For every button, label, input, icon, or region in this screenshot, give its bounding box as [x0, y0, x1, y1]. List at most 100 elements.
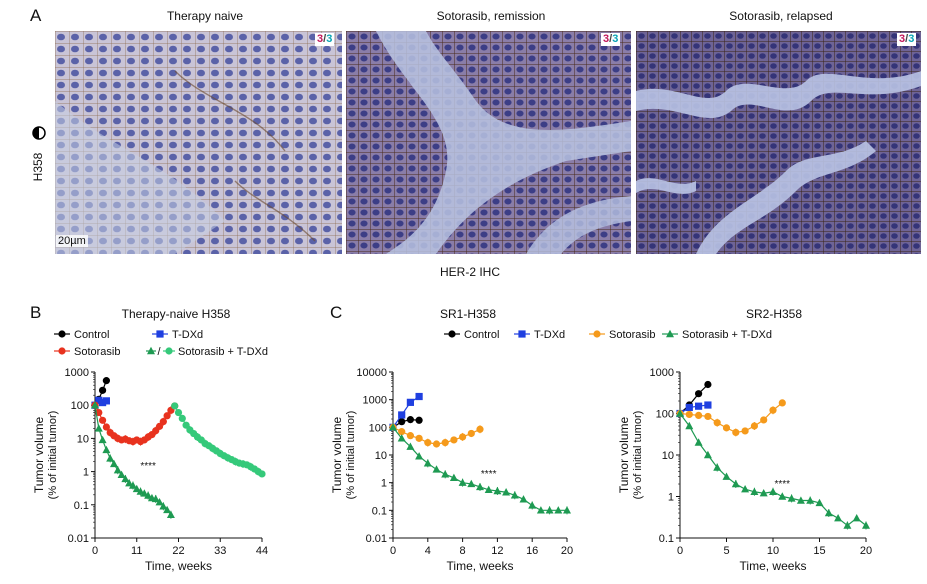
- legend-label: T-DXd: [534, 329, 565, 341]
- y-tick-label: 0.1: [74, 500, 89, 512]
- data-point: [787, 494, 796, 502]
- data-point: [98, 435, 107, 444]
- data-point: [843, 521, 852, 529]
- legend-marker: [147, 346, 155, 355]
- data-point: [159, 502, 168, 510]
- image-title-3: Sotorasib, relapsed: [729, 9, 833, 23]
- data-point: [406, 398, 414, 406]
- x-tick-label: 5: [723, 545, 729, 557]
- x-axis-label: Time, weeks: [447, 559, 514, 573]
- data-point: [415, 452, 424, 460]
- data-point: [467, 429, 475, 438]
- data-point: [98, 398, 107, 407]
- data-point: [731, 479, 740, 488]
- data-point: [109, 459, 118, 468]
- y-axis-label: Tumor volume: [330, 417, 344, 494]
- y-tick-label: 100: [71, 400, 89, 412]
- data-point: [741, 484, 750, 493]
- data-point: [423, 459, 432, 467]
- data-point: [815, 498, 824, 507]
- data-point: [406, 442, 415, 450]
- data-point: [704, 380, 712, 389]
- x-tick-label: 20: [860, 545, 872, 557]
- data-point: [132, 484, 141, 493]
- legend-marker: [58, 347, 66, 355]
- x-tick-label: 22: [172, 545, 184, 557]
- data-point: [159, 418, 167, 426]
- data-point: [449, 473, 458, 481]
- data-point: [695, 402, 703, 410]
- data-point: [769, 406, 777, 414]
- data-point: [852, 513, 861, 522]
- data-point: [125, 478, 134, 487]
- row-label-group: H358: [28, 122, 50, 192]
- x-tick-label: 44: [256, 545, 268, 557]
- ihc-score-2: 3/3: [601, 33, 621, 46]
- data-point: [713, 463, 722, 471]
- data-point: [178, 414, 186, 423]
- data-point: [476, 482, 484, 491]
- data-point: [102, 423, 110, 431]
- data-point: [536, 506, 545, 514]
- x-tick-label: 8: [460, 545, 466, 557]
- scale-bar-label: 20µm: [56, 235, 88, 247]
- y-axis-label: Tumor volume: [32, 417, 46, 494]
- data-point: [450, 436, 458, 444]
- x-tick-label: 20: [561, 545, 573, 557]
- data-point: [415, 416, 423, 424]
- data-point: [796, 496, 805, 504]
- data-point: [484, 485, 493, 494]
- y-tick-label: 10: [375, 450, 387, 462]
- x-tick-label: 11: [131, 545, 142, 557]
- data-point: [834, 513, 843, 522]
- y-tick-label: 0.1: [659, 533, 674, 545]
- x-tick-label: 0: [390, 545, 396, 557]
- data-point: [685, 403, 693, 412]
- y-axis-label: Tumor volume: [617, 417, 631, 494]
- data-point: [458, 478, 467, 486]
- data-point: [732, 428, 740, 437]
- data-point: [862, 521, 870, 529]
- legend-label: Control: [74, 329, 109, 341]
- series-line: [679, 413, 867, 527]
- significance-label: ****: [481, 469, 497, 480]
- data-point: [685, 421, 694, 430]
- data-point: [106, 454, 115, 462]
- y-tick-label: 1000: [65, 367, 89, 379]
- ihc-caption: HER-2 IHC: [440, 265, 501, 279]
- data-point: [415, 434, 423, 442]
- data-point: [94, 424, 103, 432]
- data-point: [806, 496, 815, 504]
- data-point: [113, 466, 122, 474]
- data-point: [467, 479, 476, 488]
- data-point: [563, 506, 571, 514]
- data-point: [528, 501, 537, 509]
- data-point: [166, 510, 175, 518]
- y-axis-label-2: (% of initial tumor): [345, 411, 357, 500]
- data-point: [102, 377, 110, 385]
- x-tick-label: 15: [813, 545, 825, 557]
- legend-marker: [58, 330, 66, 338]
- data-point: [102, 445, 111, 454]
- y-tick-label: 10: [77, 433, 89, 445]
- data-point: [695, 411, 703, 419]
- data-point: [722, 424, 731, 432]
- panel-b-letter: B: [30, 303, 42, 322]
- data-point: [98, 386, 107, 394]
- data-point: [155, 497, 164, 506]
- data-point: [406, 416, 414, 424]
- y-tick-label: 1: [381, 478, 387, 490]
- x-tick-label: 0: [92, 545, 98, 557]
- y-tick-label: 10: [662, 450, 674, 462]
- data-point: [704, 401, 712, 409]
- legend-label: Sotorasib + T-DXd: [682, 329, 772, 341]
- data-point: [695, 390, 703, 398]
- data-point: [750, 487, 759, 495]
- data-point: [163, 505, 172, 514]
- legend-marker: [448, 330, 456, 338]
- y-tick-label: 1000: [650, 367, 674, 379]
- y-tick-label: 0.01: [366, 533, 387, 545]
- panel-a-letter: A: [30, 6, 42, 25]
- chart-title: Therapy-naive H358: [122, 307, 231, 321]
